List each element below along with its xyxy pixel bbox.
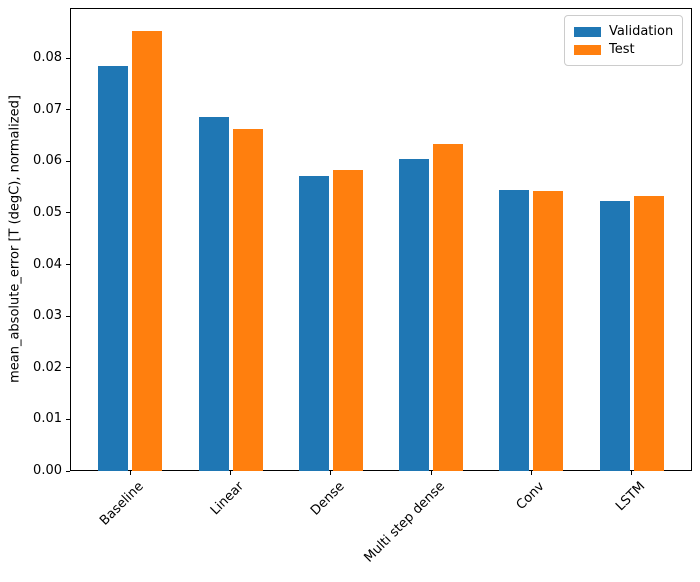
bar-validation-conv bbox=[499, 189, 530, 471]
x-tick-label-dense: Dense bbox=[307, 479, 348, 519]
y-tick-label: 0.00 bbox=[33, 463, 62, 478]
x-tick-label-lstm: LSTM bbox=[613, 479, 649, 515]
y-axis-label: mean_absolute_error [T (degC), normalize… bbox=[7, 95, 23, 383]
x-tick-mark bbox=[631, 471, 633, 475]
y-tick-mark bbox=[66, 160, 70, 162]
x-tick-mark bbox=[230, 471, 232, 475]
y-tick-label: 0.02 bbox=[33, 359, 62, 375]
x-tick-label-multi-step-dense: Multi step dense bbox=[361, 479, 448, 566]
y-tick-mark bbox=[66, 212, 70, 214]
legend: Validation Test bbox=[564, 15, 683, 66]
y-tick-mark bbox=[66, 470, 70, 472]
y-tick-label: 0.08 bbox=[33, 50, 62, 66]
y-tick-label: 0.03 bbox=[33, 308, 62, 324]
bar-test-multi-step-dense bbox=[433, 143, 464, 471]
bar-test-linear bbox=[232, 128, 263, 471]
legend-item-validation: Validation bbox=[574, 23, 673, 40]
legend-label-validation: Validation bbox=[609, 23, 674, 39]
bar-validation-baseline bbox=[98, 65, 129, 471]
plot-area bbox=[70, 8, 692, 471]
bar-test-baseline bbox=[132, 31, 163, 471]
bar-test-lstm bbox=[633, 195, 664, 471]
bar-validation-lstm bbox=[599, 200, 630, 471]
y-tick-label: 0.04 bbox=[33, 256, 62, 272]
bar-validation-dense bbox=[298, 175, 329, 471]
y-tick-mark bbox=[66, 315, 70, 317]
x-tick-label-baseline: Baseline bbox=[97, 479, 147, 529]
legend-item-test: Test bbox=[574, 41, 673, 58]
y-tick-mark bbox=[66, 418, 70, 420]
x-tick-mark bbox=[330, 471, 332, 475]
y-tick-label: 0.05 bbox=[33, 204, 62, 220]
bar-test-conv bbox=[533, 190, 564, 471]
y-tick-mark bbox=[66, 367, 70, 369]
y-tick-label: 0.01 bbox=[33, 411, 62, 427]
legend-label-test: Test bbox=[609, 41, 635, 57]
x-tick-mark bbox=[530, 471, 532, 475]
y-tick-mark bbox=[66, 109, 70, 111]
y-tick-label: 0.07 bbox=[33, 101, 62, 117]
bar-validation-linear bbox=[198, 116, 229, 471]
x-tick-label-conv: Conv bbox=[514, 479, 548, 513]
x-tick-mark bbox=[129, 471, 131, 475]
test-swatch-icon bbox=[574, 44, 601, 55]
bar-validation-multi-step-dense bbox=[399, 158, 430, 471]
x-tick-mark bbox=[430, 471, 432, 475]
bar-test-dense bbox=[332, 170, 363, 471]
validation-swatch-icon bbox=[574, 26, 601, 37]
y-tick-label: 0.06 bbox=[33, 153, 62, 169]
y-tick-mark bbox=[66, 264, 70, 266]
x-tick-label-linear: Linear bbox=[208, 479, 248, 519]
y-tick-mark bbox=[66, 57, 70, 59]
